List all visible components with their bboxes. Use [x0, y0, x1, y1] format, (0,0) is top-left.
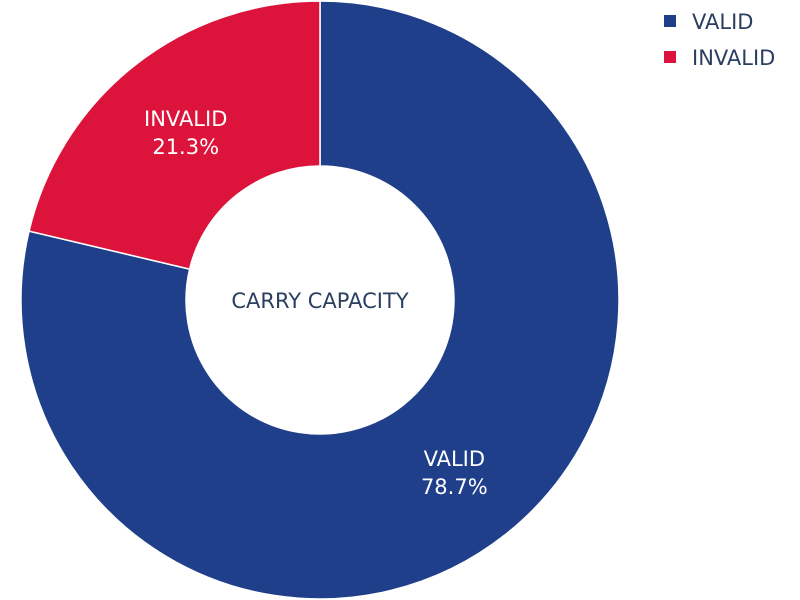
slice-invalid[interactable]	[28, 0, 321, 271]
legend-label-valid[interactable]: VALID	[692, 10, 753, 34]
legend: VALID INVALID	[664, 10, 775, 70]
slice-labels: VALID 78.7% INVALID 21.3%	[144, 107, 488, 499]
center-label: CARRY CAPACITY	[231, 289, 408, 313]
slice-category-text: VALID	[424, 447, 485, 471]
legend-swatch-valid[interactable]	[664, 15, 676, 27]
slice-category-text: INVALID	[144, 107, 227, 131]
donut-slices	[20, 0, 620, 600]
slice-valid[interactable]	[20, 0, 620, 600]
slice-label-valid: VALID 78.7%	[421, 447, 488, 499]
slice-percent-text: 78.7%	[421, 475, 488, 499]
legend-label-invalid[interactable]: INVALID	[692, 46, 775, 70]
slice-label-invalid: INVALID 21.3%	[144, 107, 227, 159]
slice-percent-text: 21.3%	[152, 135, 219, 159]
legend-swatch-invalid[interactable]	[664, 51, 676, 63]
